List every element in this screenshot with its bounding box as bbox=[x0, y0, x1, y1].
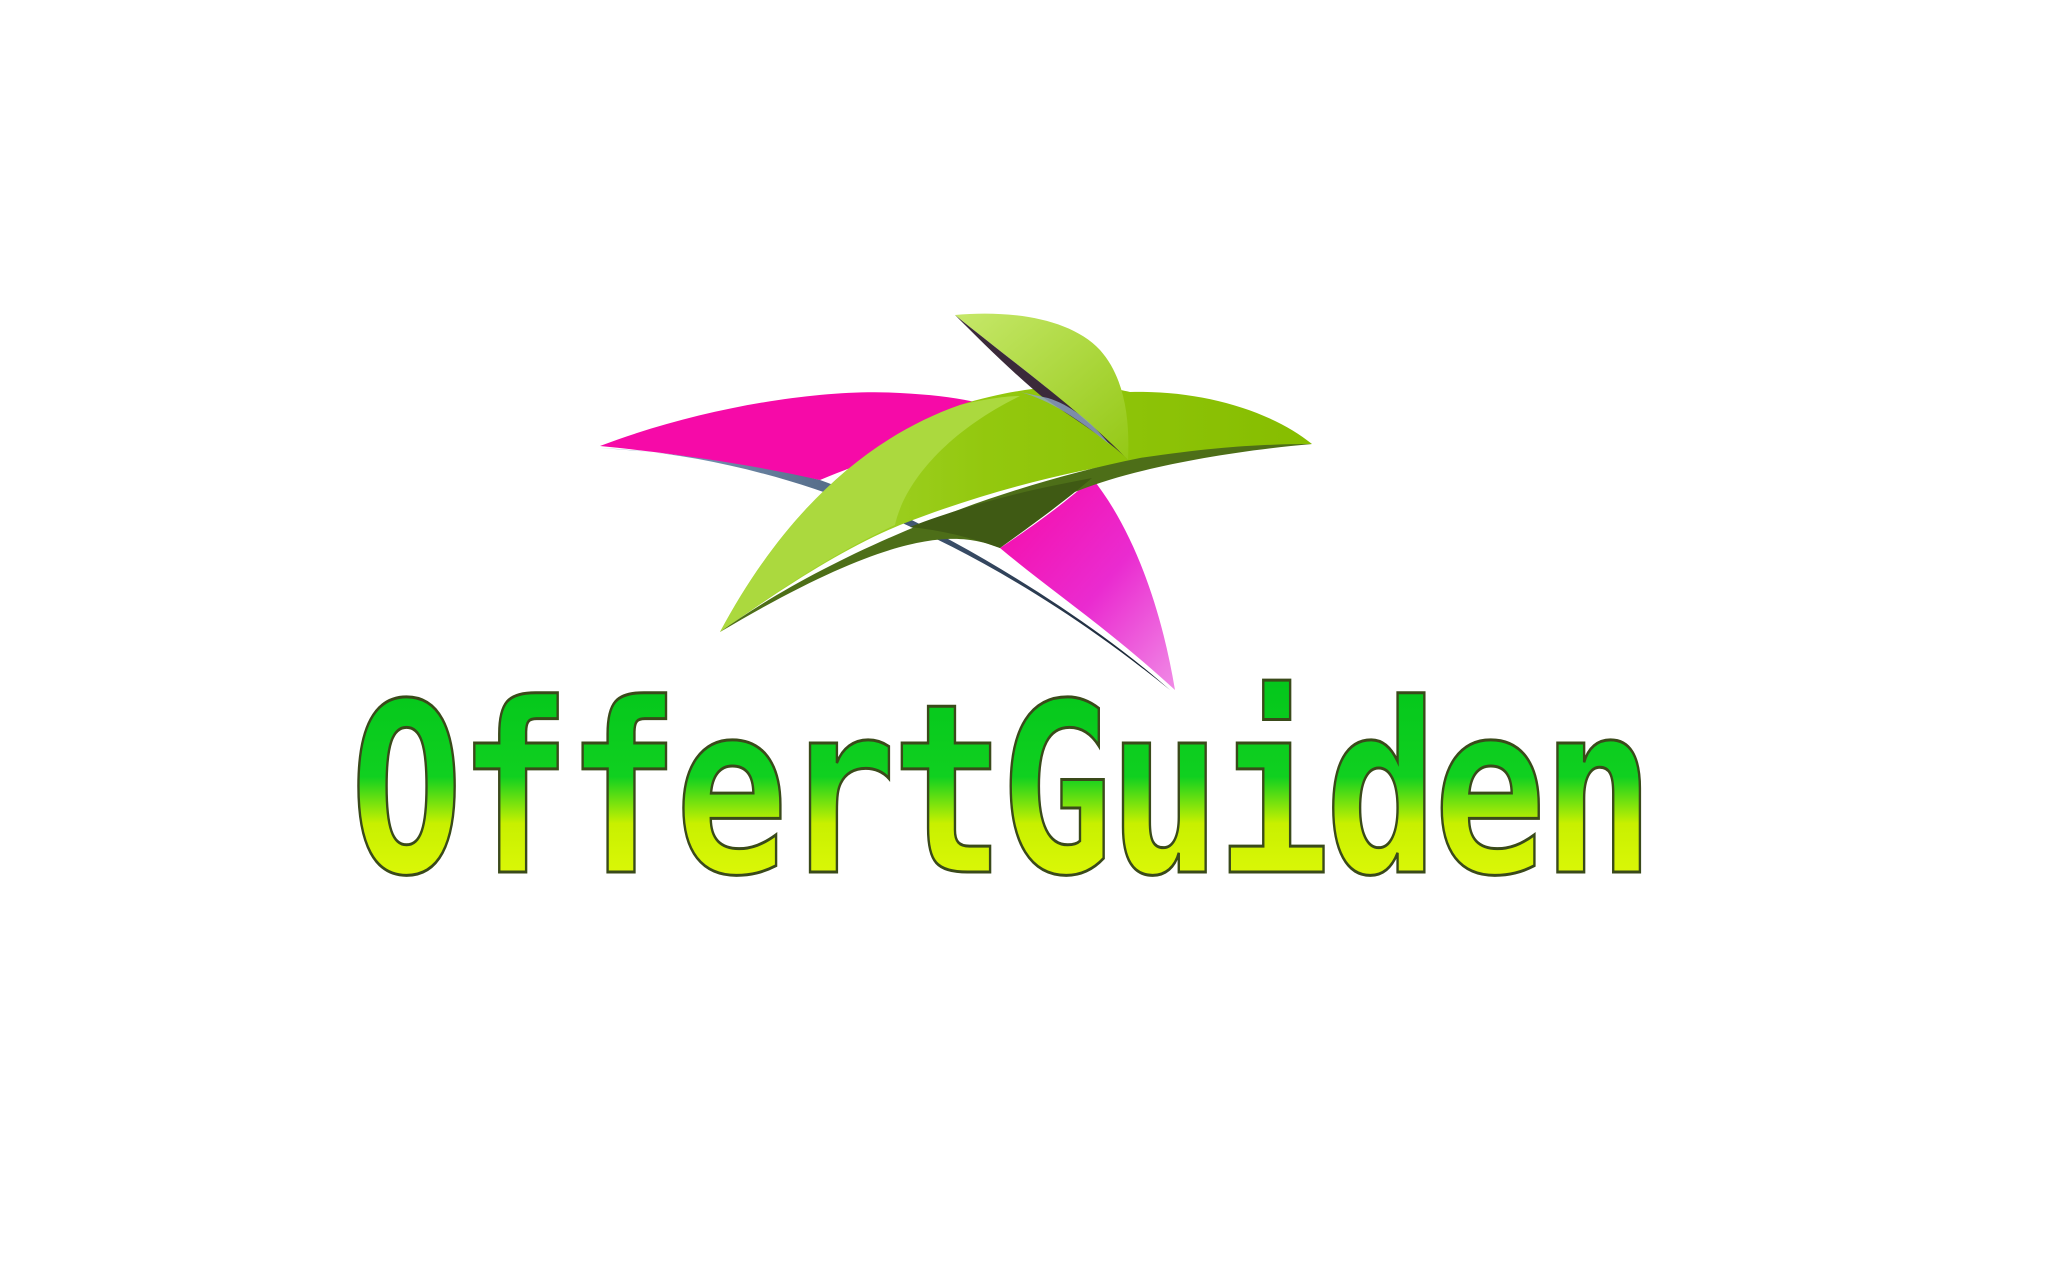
bird-leaf-icon bbox=[600, 313, 1312, 690]
green-leaf-main bbox=[720, 386, 1312, 632]
magenta-tail bbox=[1000, 478, 1175, 690]
top-leaf bbox=[955, 313, 1129, 460]
magenta-wing bbox=[600, 392, 1020, 480]
green-leaf-dark-fold bbox=[910, 478, 1092, 548]
green-leaf-highlight bbox=[720, 396, 1020, 632]
brand-wordmark: OffertGuiden bbox=[350, 653, 1650, 928]
